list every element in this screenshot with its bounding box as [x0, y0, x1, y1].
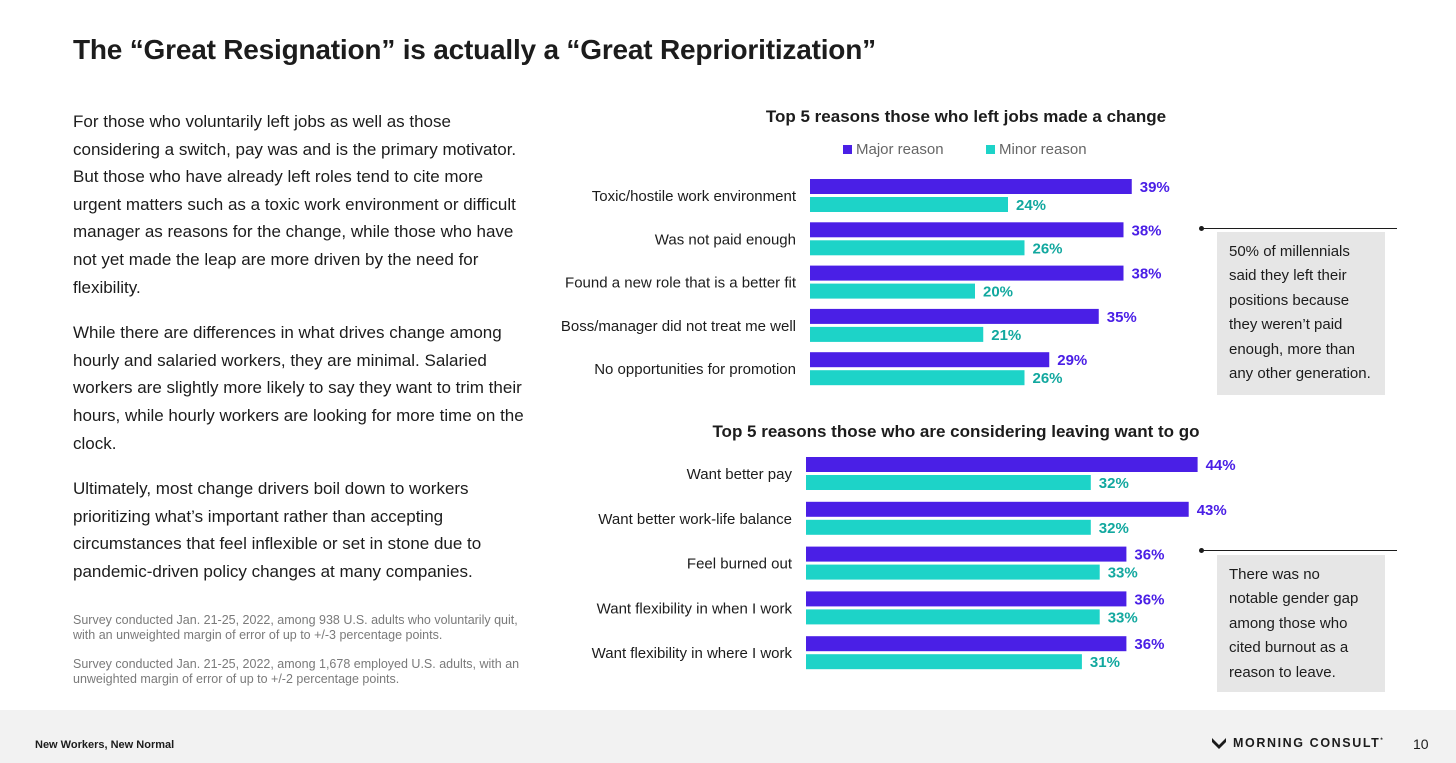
category-label: Toxic/hostile work environment	[592, 188, 797, 205]
survey-note-2: Survey conducted Jan. 21-25, 2022, among…	[73, 657, 520, 686]
paragraph-3: Ultimately, most change drivers boil dow…	[73, 479, 482, 581]
data-label-major: 38%	[1132, 266, 1162, 283]
legend-swatch-major	[843, 145, 852, 154]
category-label: Want flexibility in where I work	[592, 645, 793, 662]
logo-text: MORNING CONSULT*	[1233, 736, 1385, 750]
data-label-minor: 31%	[1090, 654, 1120, 671]
data-label-minor: 24%	[1016, 197, 1046, 214]
bar-minor	[806, 654, 1082, 670]
bar-minor	[806, 564, 1100, 580]
data-label-minor: 33%	[1108, 609, 1138, 626]
category-label: No opportunities for promotion	[594, 361, 796, 378]
paragraph-2: While there are differences in what driv…	[73, 323, 524, 453]
bar-minor	[810, 197, 1008, 212]
bar-major	[806, 546, 1127, 562]
bar-minor	[810, 326, 984, 342]
bar-minor	[806, 609, 1100, 625]
category-label: Want flexibility in when I work	[597, 600, 793, 617]
data-label-minor: 32%	[1099, 520, 1129, 537]
callout-1-line	[1202, 228, 1397, 229]
data-label-minor: 21%	[991, 327, 1021, 344]
data-label-minor: 26%	[1033, 240, 1063, 257]
legend-swatch-minor	[986, 145, 995, 154]
footer-report-name: New Workers, New Normal	[35, 739, 175, 751]
bar-major	[810, 265, 1124, 281]
callout-2-dot	[1199, 548, 1204, 553]
bar-minor	[810, 283, 975, 299]
data-label-major: 36%	[1134, 547, 1164, 564]
data-label-major: 29%	[1057, 352, 1087, 369]
data-label-major: 36%	[1134, 636, 1164, 653]
data-label-major: 38%	[1132, 222, 1162, 239]
data-label-major: 44%	[1206, 457, 1236, 474]
logo-mark-icon	[1212, 737, 1226, 749]
bar-major	[810, 352, 1050, 368]
morning-consult-logo: MORNING CONSULT*	[1211, 736, 1384, 750]
footer: New Workers, New Normal MORNING CONSULT*…	[0, 710, 1456, 763]
data-label-major: 35%	[1107, 309, 1137, 326]
data-label-minor: 32%	[1099, 475, 1129, 492]
category-label: Found a new role that is a better fit	[565, 275, 797, 292]
callout-2-line	[1202, 550, 1397, 551]
category-label: Was not paid enough	[655, 231, 796, 248]
category-label: Boss/manager did not treat me well	[561, 318, 796, 335]
survey-note-1: Survey conducted Jan. 21-25, 2022, among…	[73, 613, 518, 642]
bar-major	[806, 457, 1198, 472]
category-label: Want better pay	[687, 466, 793, 483]
bar-major	[810, 222, 1124, 238]
bar-minor	[810, 240, 1025, 256]
legend-label-major: Major reason	[856, 141, 944, 158]
data-label-major: 43%	[1197, 502, 1227, 519]
charts-canvas: Top 5 reasons those who left jobs made a…	[561, 107, 1236, 671]
data-label-major: 36%	[1134, 591, 1164, 608]
chart-1-title: Top 5 reasons those who left jobs made a…	[766, 107, 1166, 126]
body-text: For those who voluntarily left jobs as w…	[73, 108, 533, 604]
bar-minor	[806, 475, 1091, 490]
legend-label-minor: Minor reason	[999, 141, 1087, 158]
bar-minor	[810, 370, 1025, 386]
data-label-minor: 33%	[1108, 565, 1138, 582]
page-title: The “Great Resignation” is actually a “G…	[73, 34, 876, 65]
category-label: Feel burned out	[687, 556, 793, 573]
data-label-major: 39%	[1140, 179, 1170, 196]
page-number: 10	[1413, 736, 1429, 752]
bar-major	[806, 636, 1127, 652]
data-label-minor: 26%	[1033, 370, 1063, 387]
callout-1-dot	[1199, 226, 1204, 231]
bar-major	[806, 501, 1189, 517]
bar-major	[806, 591, 1127, 607]
bar-minor	[806, 519, 1091, 535]
category-label: Want better work-life balance	[598, 511, 792, 528]
bar-major	[810, 308, 1099, 324]
paragraph-1: For those who voluntarily left jobs as w…	[73, 112, 517, 297]
callout-millennials: 50% of millennials said they left their …	[1217, 232, 1385, 395]
data-label-minor: 20%	[983, 284, 1013, 301]
callout-burnout: There was no notable gender gap among th…	[1217, 555, 1385, 692]
chart-2-title: Top 5 reasons those who are considering …	[712, 422, 1199, 441]
bar-major	[810, 179, 1132, 194]
